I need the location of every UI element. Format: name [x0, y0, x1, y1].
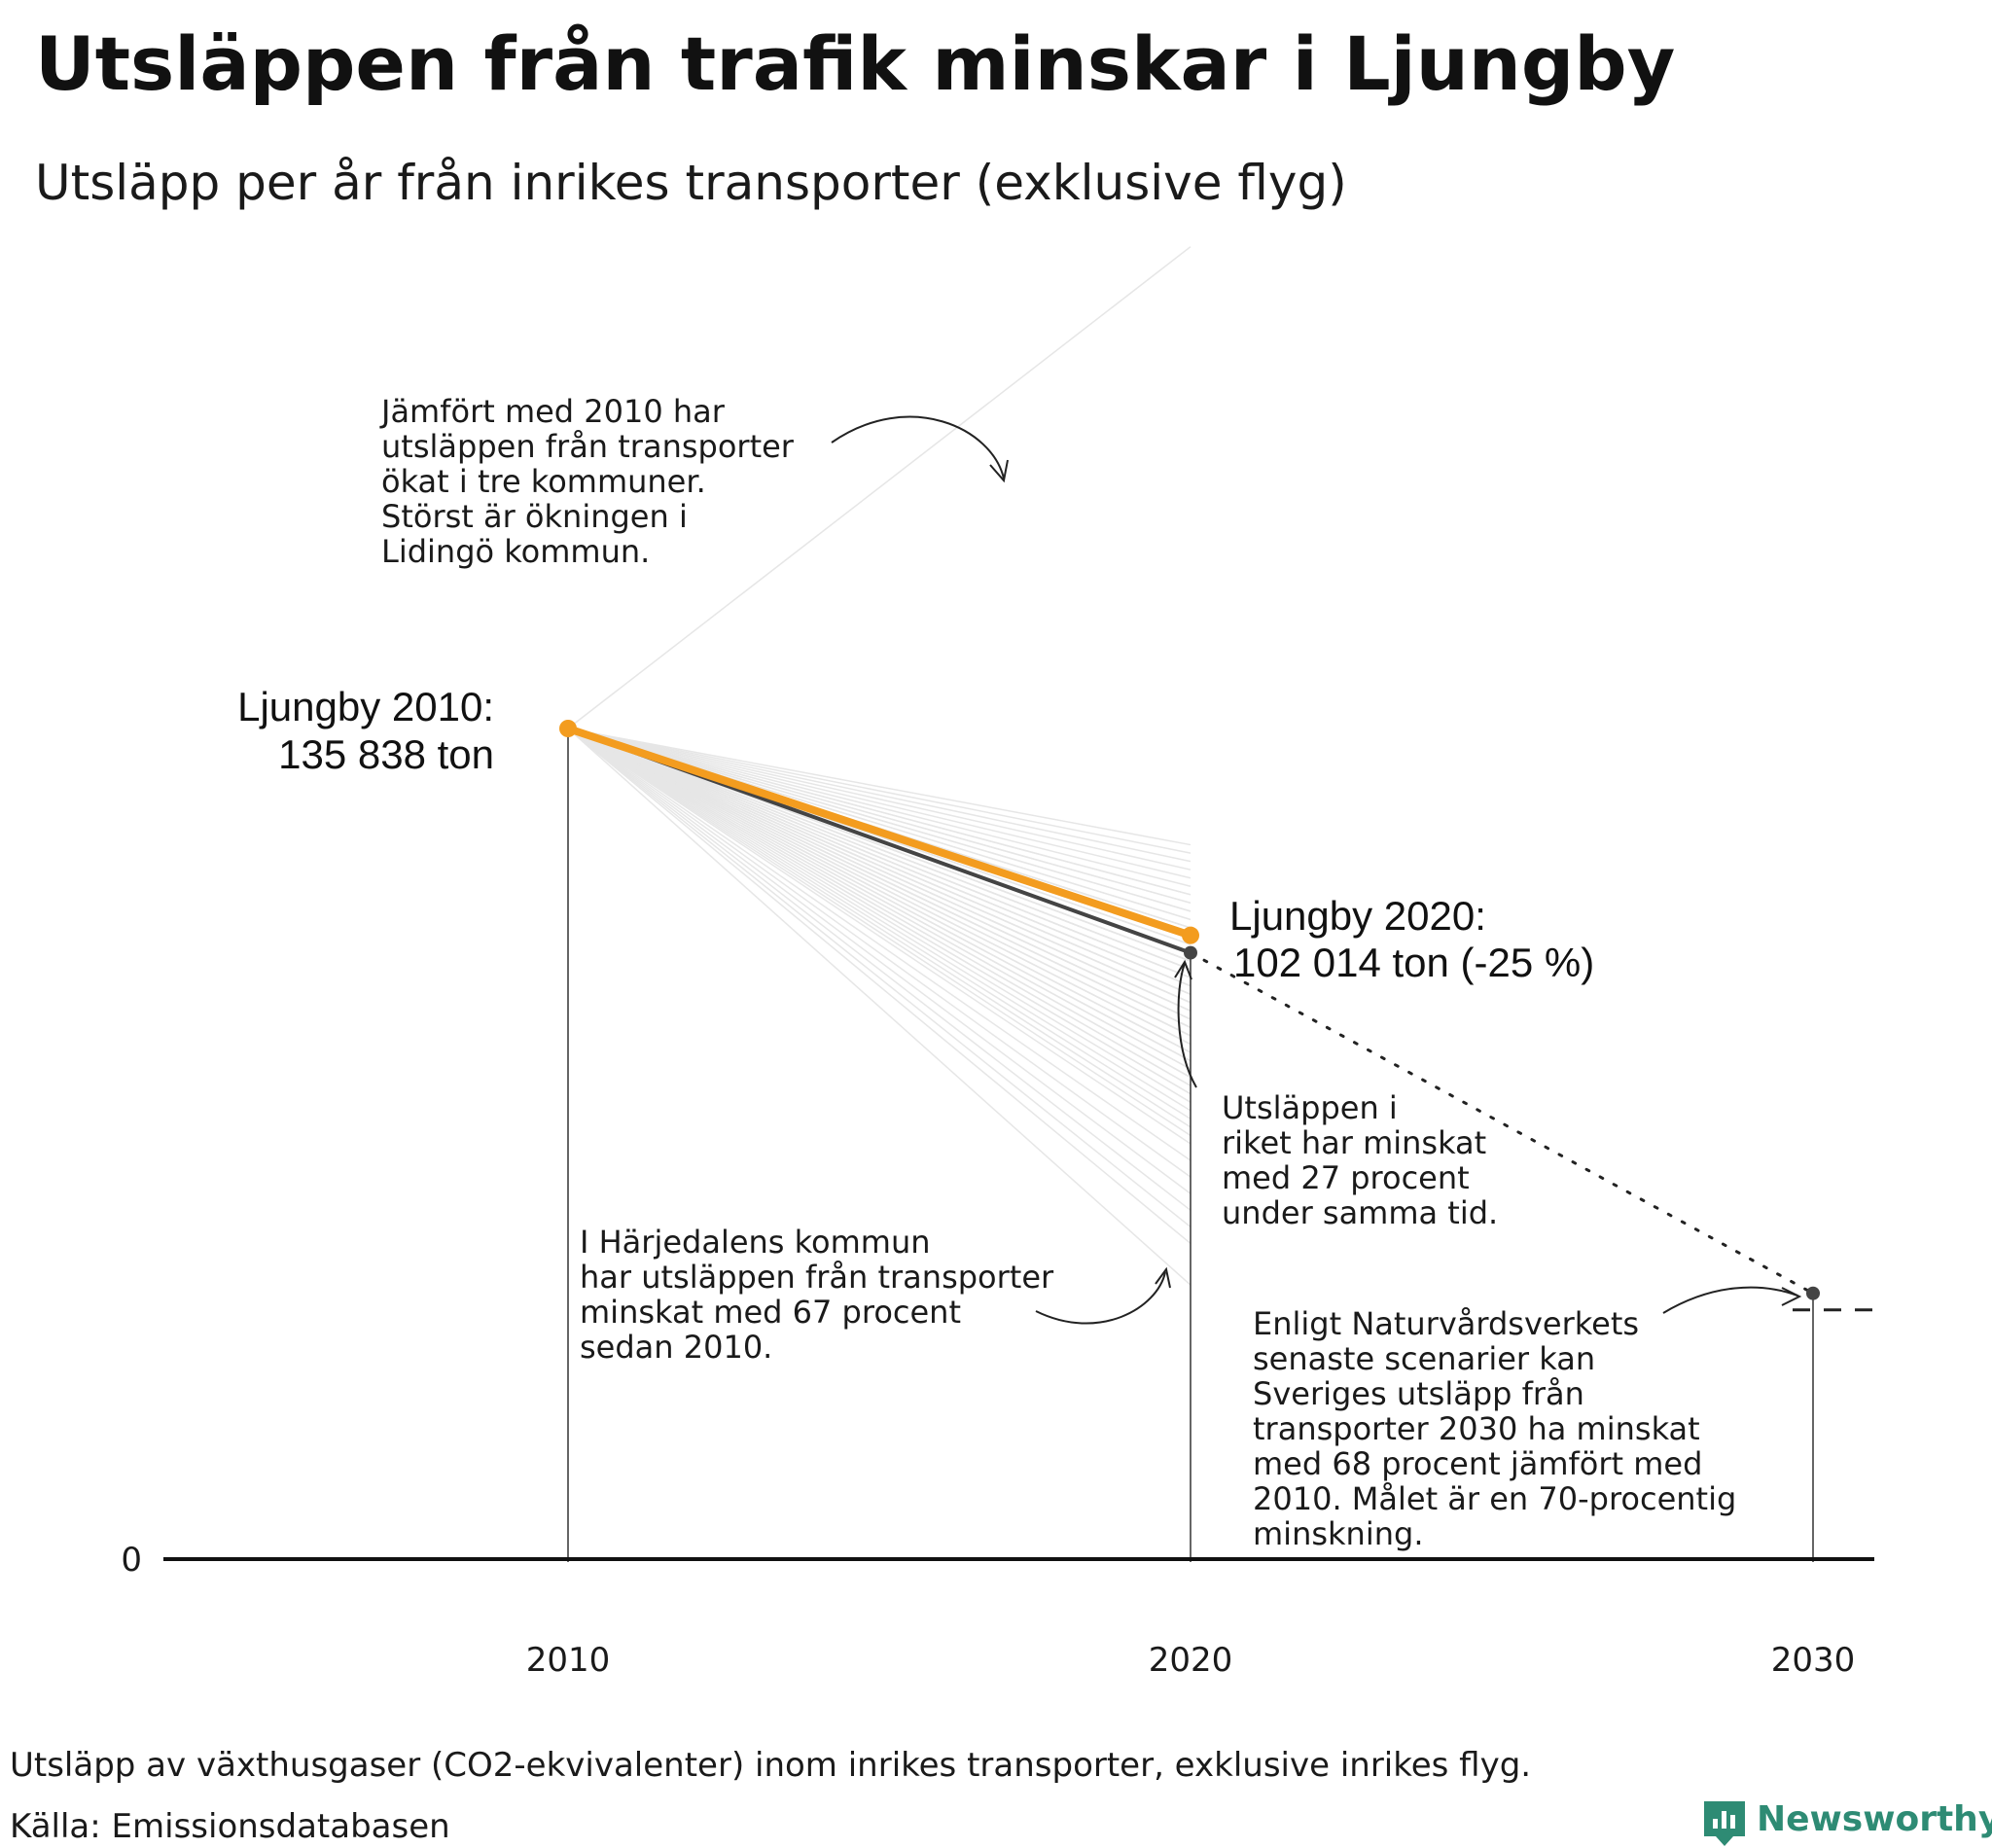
arrow-head-icon — [1174, 959, 1192, 980]
scenario-point-2030 — [1806, 1286, 1820, 1300]
municipality-line — [567, 728, 1192, 1227]
ljungby-point-2010 — [559, 720, 577, 737]
municipality-line — [567, 728, 1192, 846]
municipality-line — [567, 728, 1192, 1286]
municipality-line — [567, 728, 1192, 1161]
municipality-line — [567, 728, 1192, 995]
ljungby-2020-label-value: 102 014 ton (-25 %) — [1233, 940, 1594, 985]
municipality-line — [567, 728, 1192, 863]
municipality-line — [567, 728, 1192, 1178]
x-tick-2010: 2010 — [526, 1641, 611, 1680]
municipality-line — [567, 728, 1192, 1128]
municipality-line — [567, 728, 1192, 905]
national-point-2020 — [1184, 945, 1197, 960]
municipality-line — [567, 728, 1192, 1079]
scenario-line — [1189, 951, 1815, 1296]
municipality-line — [567, 728, 1192, 1029]
municipality-line — [567, 728, 1192, 1020]
chart-title: Utsläppen från trafik minskar i Ljungby — [35, 20, 1675, 107]
municipality-line — [567, 728, 1192, 1245]
municipality-line — [567, 728, 1192, 1120]
municipality-line — [567, 728, 1192, 1004]
y-tick-0: 0 — [121, 1541, 142, 1580]
annotation-scenario-arrow — [1662, 1286, 1798, 1314]
municipality-line — [567, 728, 1192, 1137]
annotation-increase-arrow — [831, 415, 1005, 480]
municipality-line — [567, 728, 1192, 1070]
arrow-head-icon — [989, 459, 1009, 483]
annotation-increase: Jämfört med 2010 har utsläppen från tran… — [379, 393, 803, 570]
footer-note: Utsläpp av växthusgaser (CO2-ekvivalente… — [10, 1746, 1531, 1785]
annotation-harjedalen: I Härjedalens kommun har utsläppen från … — [580, 1224, 1063, 1366]
municipality-line — [567, 728, 1192, 1062]
municipality-line — [567, 728, 1192, 987]
municipality-line — [567, 728, 1192, 1194]
municipality-line — [567, 728, 1192, 879]
ljungby-point-2020 — [1182, 926, 1199, 944]
annotation-national-arrow — [1177, 962, 1197, 1088]
annotation-scenario: Enligt Naturvårdsverkets senaste scenari… — [1253, 1305, 1746, 1552]
annotation-harjedalen-arrow — [1035, 1271, 1166, 1325]
newsworthy-logo-icon — [1704, 1801, 1745, 1846]
municipality-line — [567, 728, 1192, 1103]
municipality-line — [567, 728, 1192, 971]
ljungby-2010-label-value: 135 838 ton — [278, 731, 494, 777]
ljungby-line — [564, 725, 1194, 940]
municipality-line — [567, 728, 1192, 1145]
municipality-line — [567, 728, 1192, 854]
arrow-head-icon — [1155, 1266, 1171, 1289]
arrow-head-icon — [1781, 1287, 1802, 1306]
municipality-line — [567, 728, 1192, 978]
annotation-national: Utsläppen i riket har minskat med 27 pro… — [1222, 1089, 1498, 1231]
municipality-line — [567, 728, 1192, 1095]
municipality-line — [567, 728, 1192, 896]
x-tick-2020: 2020 — [1149, 1641, 1233, 1680]
brand-name: Newsworthy — [1757, 1799, 1992, 1839]
municipality-line — [567, 728, 1192, 1013]
municipality-line — [567, 728, 1192, 1112]
ljungby-2020-label-title: Ljungby 2020: — [1229, 893, 1486, 939]
x-tick-2030: 2030 — [1771, 1641, 1856, 1680]
municipality-line — [567, 728, 1192, 871]
municipality-line — [567, 728, 1192, 1086]
municipality-line — [567, 728, 1192, 1211]
municipality-line — [567, 728, 1192, 887]
municipality-line — [567, 246, 1192, 729]
footer-source: Källa: Emissionsdatabasen — [10, 1807, 450, 1846]
chart-subtitle: Utsläpp per år från inrikes transporter … — [35, 155, 1347, 211]
municipality-line — [567, 728, 1192, 1046]
ljungby-2010-label-title: Ljungby 2010: — [237, 684, 494, 729]
municipality-line — [567, 728, 1192, 1037]
municipality-line — [567, 728, 1192, 1053]
